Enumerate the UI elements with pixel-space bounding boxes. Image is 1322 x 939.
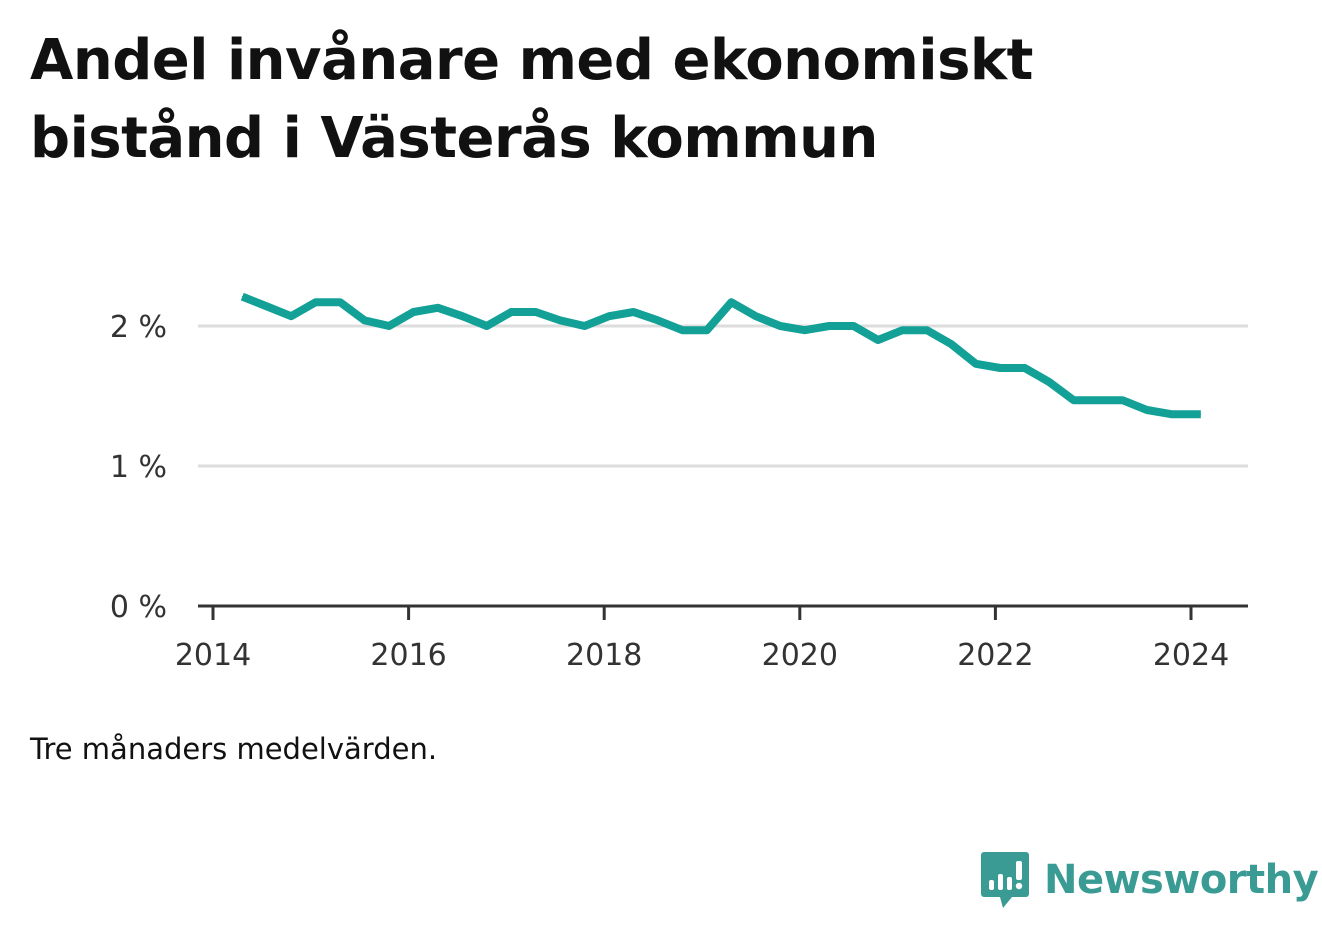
data-point — [755, 315, 757, 317]
data-point — [388, 325, 390, 327]
data-point — [877, 339, 879, 341]
data-point — [412, 311, 414, 313]
data-point — [999, 367, 1001, 369]
data-point — [657, 319, 659, 321]
brand-name: Newsworthy — [1044, 857, 1319, 903]
data-point — [706, 329, 708, 331]
bar-chart-speech-bubble-icon — [981, 852, 1029, 908]
data-point — [950, 343, 952, 345]
x-tick-label: 2020 — [762, 638, 838, 673]
series-layer — [240, 292, 1202, 419]
data-point — [779, 325, 781, 327]
data-point — [290, 315, 292, 317]
data-point — [584, 325, 586, 327]
data-point — [1097, 399, 1099, 401]
data-point — [853, 325, 855, 327]
newsworthy-logo[interactable]: Newsworthy — [980, 848, 1319, 912]
data-point — [1048, 381, 1050, 383]
chart-title: Andel invånare med ekonomiskt bistånd i … — [30, 28, 1033, 171]
data-point — [1073, 399, 1075, 401]
x-tick-label: 2022 — [957, 638, 1033, 673]
data-point — [510, 311, 512, 313]
data-point — [241, 296, 243, 298]
x-tick-label: 2014 — [175, 638, 251, 673]
data-point — [559, 319, 561, 321]
y-axis-labels: 0 % 1 % 2 % — [110, 310, 167, 625]
data-point — [315, 301, 317, 303]
y-tick-label: 2 % — [110, 310, 167, 345]
data-point — [926, 329, 928, 331]
x-axis-labels: 2014 2016 2018 2020 2022 2024 — [175, 638, 1229, 673]
data-point — [339, 301, 341, 303]
data-point — [608, 315, 610, 317]
x-tick-label: 2016 — [370, 638, 446, 673]
data-point — [1122, 399, 1124, 401]
x-tick-label: 2024 — [1153, 638, 1229, 673]
x-tick-label: 2018 — [566, 638, 642, 673]
data-point — [828, 325, 830, 327]
data-point — [266, 305, 268, 307]
data-point — [364, 319, 366, 321]
data-point — [901, 329, 903, 331]
data-point — [437, 307, 439, 309]
data-point — [1170, 413, 1172, 415]
data-point — [633, 311, 635, 313]
y-tick-label: 1 % — [110, 450, 167, 485]
data-point — [461, 315, 463, 317]
gridlines — [198, 324, 1248, 468]
y-tick-label: 0 % — [110, 590, 167, 625]
data-point — [486, 325, 488, 327]
data-point — [975, 363, 977, 365]
data-point — [804, 329, 806, 331]
data-point — [1024, 367, 1026, 369]
data-point — [535, 311, 537, 313]
footnote: Tre månaders medelvärden. — [30, 732, 438, 766]
data-point — [681, 329, 683, 331]
data-point — [730, 301, 732, 303]
series-line — [240, 292, 1201, 419]
data-point — [1200, 413, 1202, 415]
data-point — [1146, 409, 1148, 411]
x-axis — [198, 604, 1248, 620]
